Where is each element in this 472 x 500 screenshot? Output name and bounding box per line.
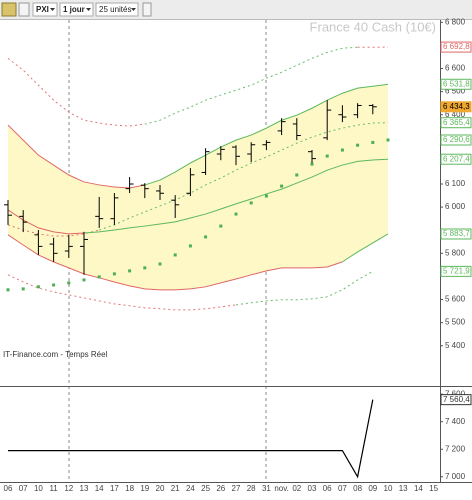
indicator-dot	[387, 138, 390, 141]
x-tick-label: nov.	[274, 484, 289, 493]
x-tick-label: 31	[262, 484, 271, 493]
x-tick-label: 08	[353, 484, 362, 493]
price-label: 6 365,4	[443, 118, 470, 127]
x-tick-label: 11	[49, 484, 58, 493]
indicator-dot	[67, 281, 70, 284]
source-note: IT-Finance.com - Temps Réel	[3, 350, 108, 359]
x-tick-label: 12	[64, 484, 73, 493]
x-tick-label: 02	[292, 484, 301, 493]
x-tick-label: 07	[338, 484, 347, 493]
y-tick-label: 6 800	[445, 17, 466, 26]
x-tick-label: 24	[186, 484, 195, 493]
indicator-dot	[311, 163, 314, 166]
x-tick-label: 03	[308, 484, 317, 493]
x-tick-label: 09	[368, 484, 377, 493]
indicator-dot	[326, 155, 329, 158]
band-fill	[8, 84, 388, 290]
y-tick-label: 7 200	[445, 444, 466, 453]
x-tick-label: 20	[156, 484, 165, 493]
price-label: 7 560,4	[443, 395, 470, 404]
indicator-line	[8, 400, 373, 477]
period[interactable]: 1 jour	[63, 5, 85, 14]
indicator-dot	[280, 185, 283, 188]
indicator-dot	[128, 269, 131, 272]
price-label: 5 883,7	[443, 229, 470, 238]
indicator-dot	[235, 213, 238, 216]
indicator-dot	[22, 287, 25, 290]
y-tick-label: 6 600	[445, 64, 466, 73]
x-tick-label: 15	[429, 484, 438, 493]
x-tick-label: 10	[34, 484, 43, 493]
x-tick-label: 13	[399, 484, 408, 493]
period-dropdown[interactable]: 1 jour	[60, 3, 93, 16]
indicator-dot	[98, 275, 101, 278]
indicator-dot	[204, 235, 207, 238]
band-line	[236, 271, 373, 304]
indicator-dot	[83, 278, 86, 281]
symbol[interactable]: PXI	[36, 5, 49, 14]
y-tick-label: 7 400	[445, 417, 466, 426]
y-tick-label: 5 600	[445, 295, 466, 304]
band-line	[8, 58, 145, 126]
x-tick-label: 26	[216, 484, 225, 493]
y-tick-label: 5 800	[445, 248, 466, 257]
indicator-dot	[356, 144, 359, 147]
price-label: 6 207,4	[443, 154, 470, 163]
x-tick-label: 13	[80, 484, 89, 493]
price-label: 6 434,3	[443, 102, 470, 111]
indicator-dot	[159, 262, 162, 265]
x-tick-label: 14	[414, 484, 423, 493]
x-tick-label: 27	[232, 484, 241, 493]
indicator-dot	[7, 288, 10, 291]
y-tick-label: 5 500	[445, 318, 466, 327]
symbol-dropdown[interactable]: PXI	[33, 3, 57, 16]
x-tick-label: 14	[95, 484, 104, 493]
indicator-dot	[143, 266, 146, 269]
units[interactable]: 25 unités	[99, 5, 131, 14]
x-tick-label: 06	[4, 484, 13, 493]
indicator-dot	[341, 149, 344, 152]
y-tick-label: 6 000	[445, 202, 466, 211]
price-label: 6 531,8	[443, 79, 470, 88]
x-tick-label: 10	[384, 484, 393, 493]
chart-title: France 40 Cash (10€)	[310, 19, 436, 34]
price-label: 6 290,6	[443, 135, 470, 144]
y-tick-label: 7 000	[445, 472, 466, 481]
x-tick-label: 19	[140, 484, 149, 493]
indicator-dot	[52, 283, 55, 286]
x-tick-label: 18	[125, 484, 134, 493]
y-tick-label: 6 100	[445, 179, 466, 188]
x-tick-label: 28	[247, 484, 256, 493]
x-tick-label: 25	[201, 484, 210, 493]
y-tick-label: 5 400	[445, 341, 466, 350]
indicator-dot	[113, 272, 116, 275]
x-tick-label: 21	[171, 484, 180, 493]
indicator-dot	[265, 195, 268, 198]
indicator-dot	[295, 174, 298, 177]
indicator-dot	[189, 244, 192, 247]
price-label: 5 721,9	[443, 266, 470, 275]
price-label: 6 692,8	[443, 42, 470, 51]
tool-icon[interactable]	[143, 3, 151, 16]
x-tick-label: 17	[110, 484, 119, 493]
indicator-dot	[371, 141, 374, 144]
indicator-dot	[174, 253, 177, 256]
x-tick-label: 06	[323, 484, 332, 493]
units-dropdown[interactable]: 25 unités	[96, 3, 138, 16]
indicator-dot	[37, 285, 40, 288]
tool-icon[interactable]	[2, 3, 16, 16]
indicator-dot	[250, 201, 253, 204]
tool-icon[interactable]	[19, 3, 29, 16]
x-tick-label: 07	[19, 484, 28, 493]
indicator-dot	[219, 225, 222, 228]
